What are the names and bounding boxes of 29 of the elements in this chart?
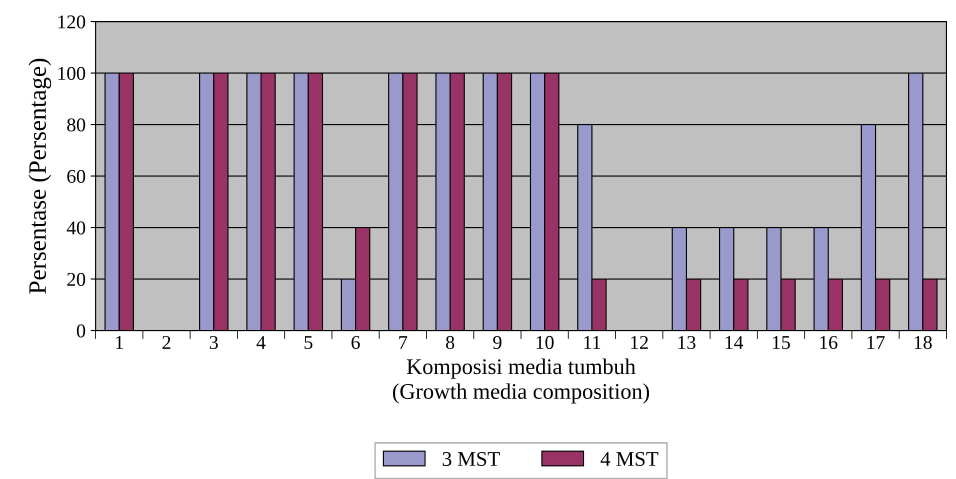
x-tick-label: 15	[772, 336, 790, 350]
x-tick-label: 5	[304, 336, 312, 350]
legend-label: 3 MST	[442, 452, 500, 466]
x-tick-label: 17	[868, 336, 885, 349]
x-tick-label: 12	[631, 336, 648, 349]
y-tick-label: 40	[66, 221, 86, 234]
x-tick-label: 6	[352, 336, 360, 350]
y-tick-label: 20	[67, 272, 86, 286]
x-tick-label: 1	[116, 336, 123, 349]
x-tick-label: 3	[210, 336, 218, 350]
x-tick-label: 7	[399, 336, 408, 349]
x-tick-label: 11	[584, 336, 600, 349]
x-tick-label: 13	[678, 336, 696, 350]
x-tick-label: 9	[493, 336, 502, 350]
y-tick-label: 120	[58, 15, 86, 28]
x-tick-label: 14	[726, 336, 744, 349]
y-tick-label: 100	[58, 66, 86, 80]
x-tick-label: 2	[162, 336, 170, 349]
x-tick-label: 8	[446, 336, 454, 350]
x-tick-label: 18	[914, 336, 932, 350]
legend-label: 4 MST	[600, 452, 658, 466]
y-tick-label: 80	[67, 118, 86, 132]
x-tick-label: 16	[820, 336, 838, 350]
y-tick-label: 60	[67, 170, 86, 183]
x-axis-title: Komposisi media tumbuh (Growth media composition)	[393, 358, 650, 404]
y-axis-title: Persentase (Persentage)	[28, 58, 52, 294]
x-tick-label: 4	[256, 336, 266, 349]
x-tick-label: 10	[536, 336, 554, 350]
y-tick-label: 0	[76, 324, 86, 338]
